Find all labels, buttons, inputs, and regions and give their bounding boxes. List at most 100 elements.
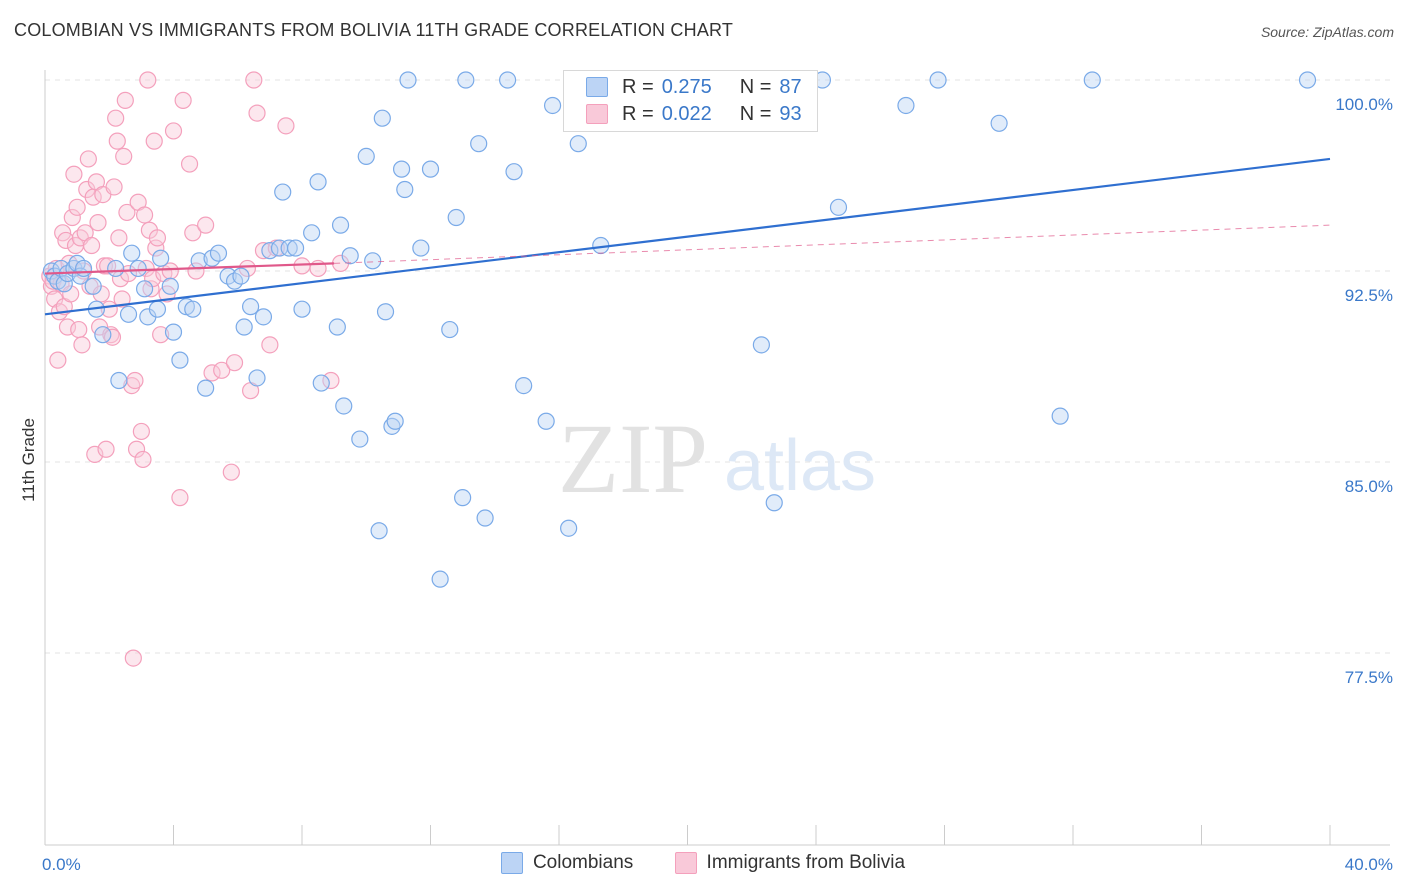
colombian-point	[242, 298, 260, 316]
n-value: 87	[779, 75, 802, 98]
colombian-point	[164, 323, 183, 341]
r-label: R =	[622, 102, 654, 125]
colombian-point	[261, 242, 279, 260]
bolivia-point	[277, 117, 295, 135]
bolivia-point	[245, 71, 263, 89]
colombian-point	[232, 267, 250, 285]
bolivia-point	[82, 236, 101, 255]
colombian-point	[286, 239, 305, 257]
bolivia-point	[126, 371, 144, 390]
colombian-point	[543, 96, 562, 115]
colombian-point	[341, 247, 359, 265]
colombian-point	[129, 259, 147, 278]
colombian-point	[476, 509, 494, 527]
bolivia-point	[127, 440, 146, 458]
bolivia-point	[86, 445, 104, 463]
colombian-point	[537, 412, 555, 430]
bolivia-point	[108, 132, 126, 150]
colombian-point	[1083, 71, 1101, 89]
bolivia-point	[63, 208, 81, 227]
y-tick-label: 100.0%	[1335, 95, 1393, 114]
legend-label-colombians: Colombians	[532, 852, 634, 873]
bolivia-point	[65, 165, 83, 183]
colombian-point	[280, 239, 298, 257]
bolivia-point	[139, 71, 157, 89]
bolivia-point	[222, 463, 240, 481]
bolivia-point	[68, 198, 86, 216]
colombian-point	[569, 135, 587, 153]
bolivia-point	[180, 155, 199, 173]
bolivia-point	[132, 422, 150, 441]
n-label: N =	[739, 75, 772, 98]
bolivia-point	[115, 147, 133, 165]
bolivia-point	[107, 109, 125, 127]
legend-item-colombians: Colombians	[500, 852, 634, 874]
colombian-point	[499, 71, 517, 89]
colombian-point	[248, 369, 266, 387]
correlation-legend: R = 0.275 N = 87 R = 0.022 N = 93	[563, 70, 818, 132]
colombian-point	[110, 371, 128, 390]
colombian-point	[351, 430, 369, 448]
bolivia-point	[103, 328, 122, 346]
blue-swatch	[500, 852, 523, 874]
tick-labels: 77.5% 85.0% 92.5% 100.0% 0.0% 40.0%	[42, 95, 1393, 874]
bolivia-point	[118, 203, 136, 222]
bolivia-point	[203, 364, 221, 382]
colombian-point	[152, 249, 170, 267]
bolivia-point	[124, 649, 142, 667]
colombian-point	[515, 377, 533, 395]
bolivia-point	[62, 285, 80, 303]
colombian-point	[431, 570, 449, 588]
colombian-point	[184, 300, 202, 318]
bolivia-points	[41, 71, 350, 667]
r-value: 0.022	[661, 102, 712, 125]
bolivia-trend-extension	[334, 224, 1331, 264]
bolivia-point	[97, 440, 115, 458]
colombian-point	[399, 71, 417, 89]
colombian-point	[55, 275, 73, 293]
colombian-point	[1298, 71, 1317, 89]
colombian-point	[331, 216, 350, 234]
n-label: N =	[739, 102, 772, 125]
r-value: 0.275	[661, 75, 712, 98]
colombian-point	[123, 244, 141, 262]
colombian-point	[274, 183, 292, 201]
bolivia-point	[105, 178, 123, 196]
colombian-points	[42, 71, 1317, 588]
bolivia-point	[113, 290, 131, 308]
colombian-point	[135, 280, 154, 298]
colombian-point	[396, 180, 414, 199]
bolivia-point	[213, 361, 231, 379]
bolivia-point	[49, 351, 67, 369]
axes	[44, 70, 1390, 846]
x-tick-label: 40.0%	[1345, 855, 1393, 874]
colombian-point	[765, 494, 783, 512]
colombian-point	[197, 379, 215, 397]
colombian-point	[312, 374, 330, 392]
bolivia-point	[116, 91, 134, 109]
colombian-point	[161, 277, 179, 295]
colombian-point	[752, 336, 770, 354]
bolivia-point	[225, 354, 244, 372]
legend-item-bolivia: Immigrants from Bolivia	[674, 852, 905, 874]
bolivia-point	[174, 91, 192, 109]
colombian-point	[370, 522, 388, 540]
colombian-point	[309, 173, 327, 191]
pink-swatch	[586, 104, 608, 124]
x-tick-label: 0.0%	[42, 855, 81, 874]
colombian-point	[421, 160, 440, 178]
bolivia-point	[135, 206, 154, 224]
bolivia-point	[152, 326, 170, 344]
source-label: Source: ZipAtlas.com	[1260, 24, 1394, 40]
bolivia-point	[89, 214, 107, 232]
colombian-point	[454, 489, 472, 507]
bolivia-point	[58, 318, 77, 336]
colombian-point	[254, 308, 273, 326]
bolivia-point	[171, 489, 189, 507]
bolivia-point	[322, 371, 340, 390]
colombian-point	[84, 277, 102, 295]
legend-row-bolivia: R = 0.022 N = 93	[586, 102, 802, 126]
bolivia-trend-line	[44, 262, 335, 275]
colombian-point	[364, 252, 382, 270]
